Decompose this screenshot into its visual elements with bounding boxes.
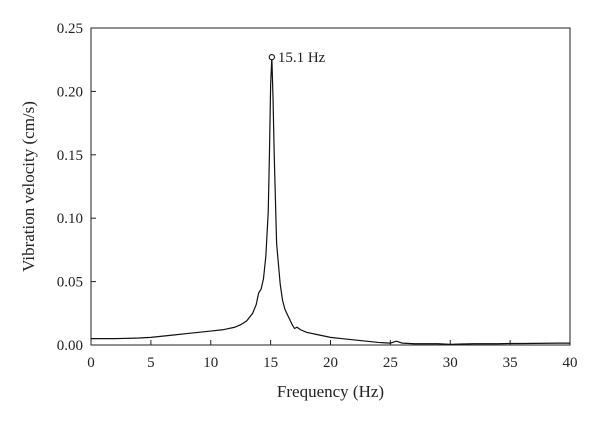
y-tick-label: 0.25	[57, 21, 83, 37]
y-axis-title: Vibration velocity (cm/s)	[19, 101, 38, 272]
x-tick-label: 35	[503, 355, 518, 371]
x-tick-label: 30	[443, 355, 458, 371]
x-tick-label: 40	[563, 355, 578, 371]
y-tick-label: 0.00	[57, 338, 83, 354]
y-tick-label: 0.05	[57, 275, 83, 291]
x-tick-label: 10	[203, 355, 218, 371]
y-tick-label: 0.15	[57, 148, 83, 164]
x-axis-ticks: 0 5 10 15 20 25 30 35 40	[87, 340, 578, 371]
velocity-series-line	[91, 57, 570, 345]
x-tick-label: 15	[263, 355, 278, 371]
peak-label: 15.1 Hz	[278, 50, 326, 66]
x-tick-label: 25	[383, 355, 398, 371]
y-tick-label: 0.10	[57, 211, 83, 227]
x-axis-title: Frequency (Hz)	[277, 382, 384, 401]
x-tick-label: 5	[147, 355, 155, 371]
plot-frame	[90, 27, 571, 346]
y-tick-label: 0.20	[57, 84, 83, 100]
peak-marker	[268, 54, 275, 61]
x-tick-label: 20	[323, 355, 338, 371]
x-tick-label: 0	[87, 355, 95, 371]
y-axis-ticks: 0.00 0.05 0.10 0.15 0.20 0.25	[57, 21, 96, 354]
